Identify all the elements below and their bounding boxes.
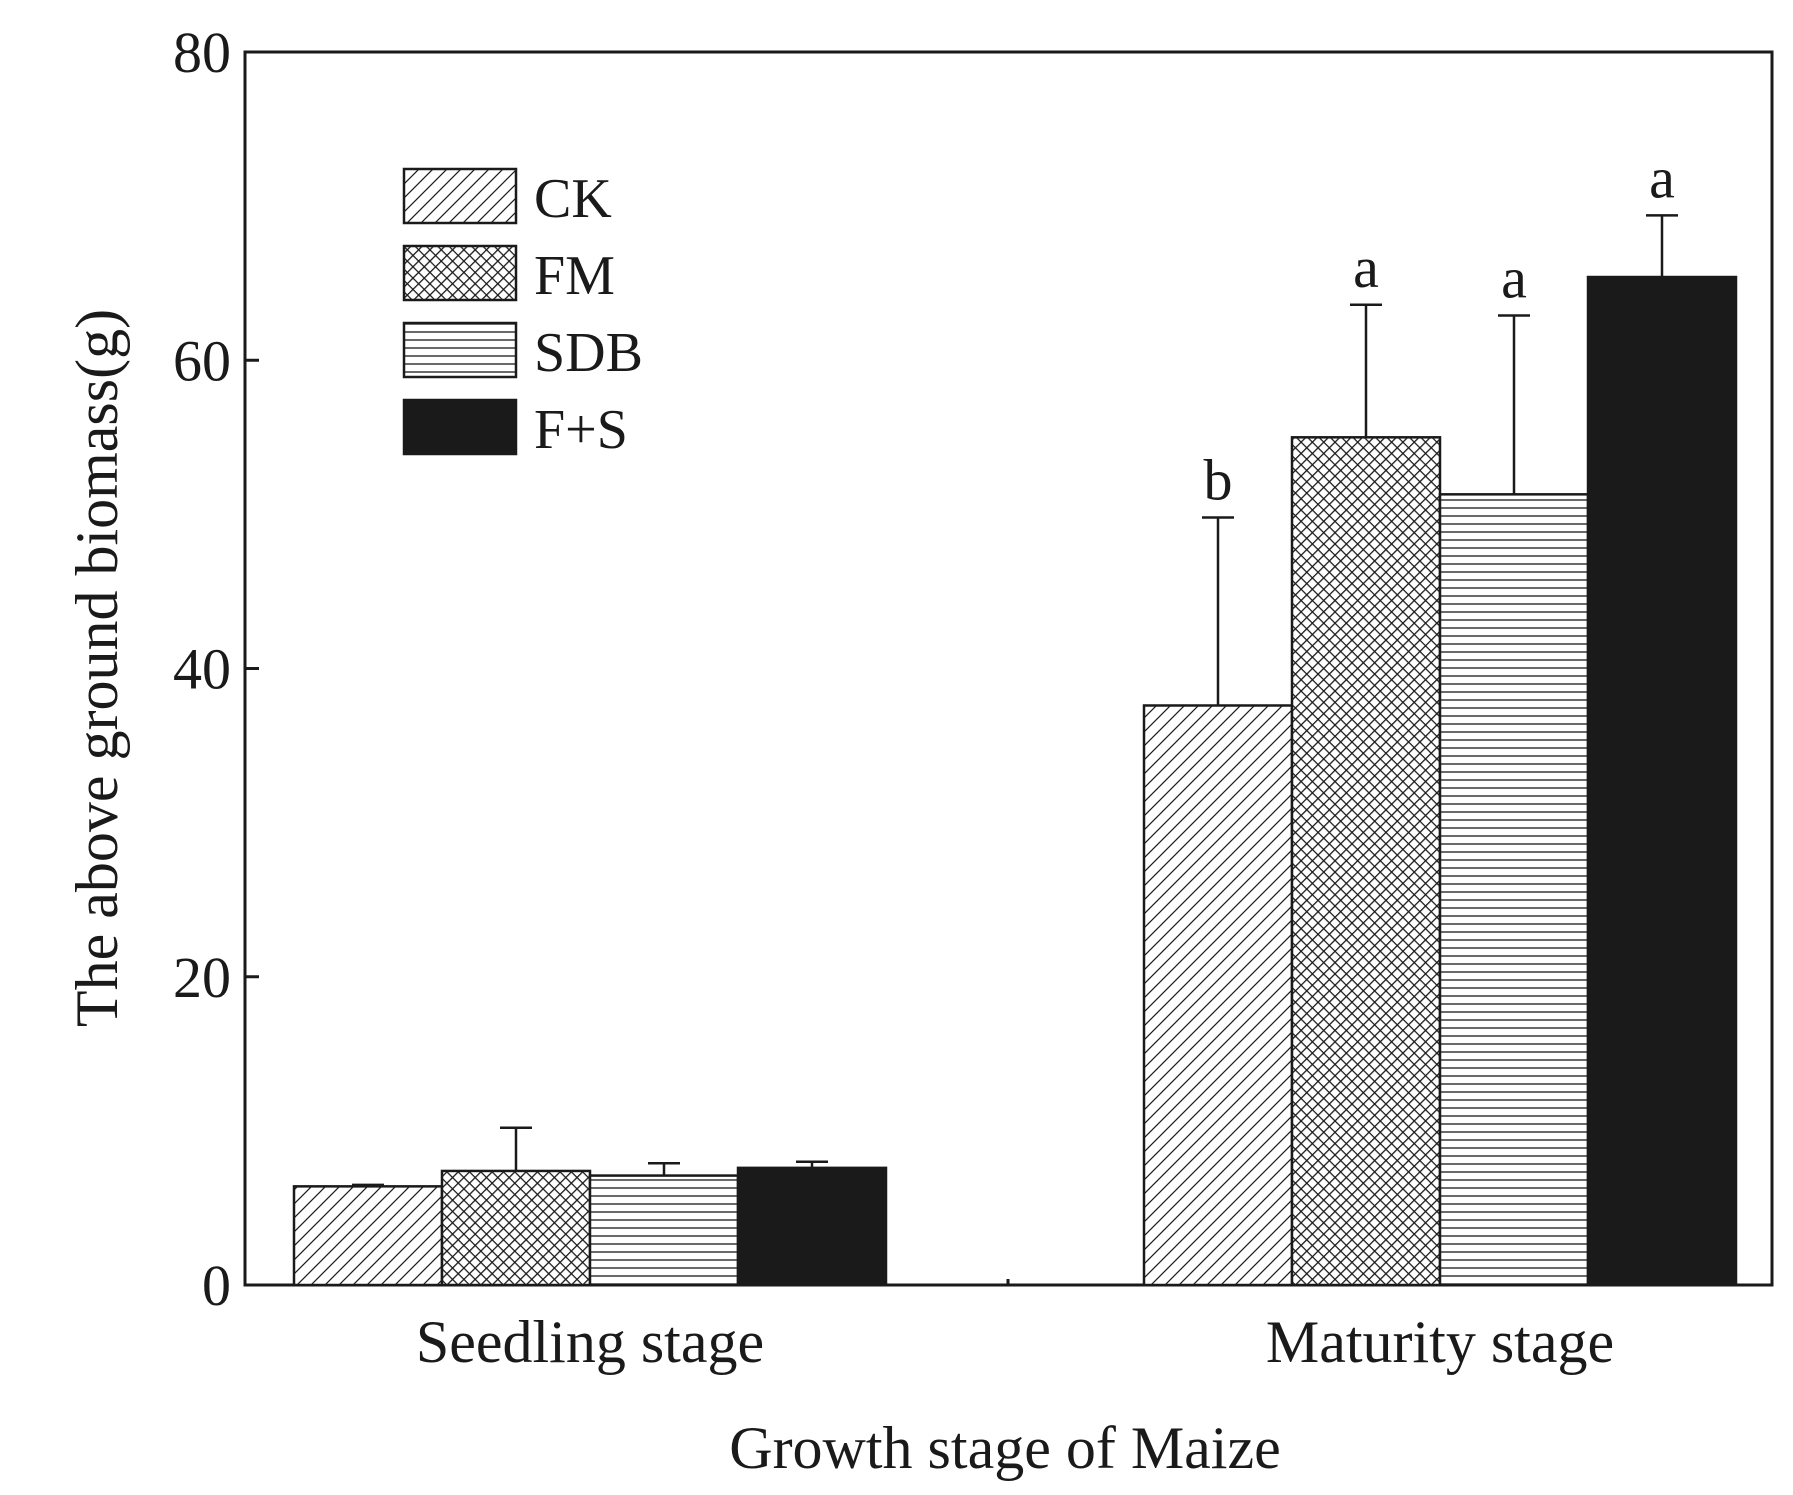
bar-ck-0 [292, 1185, 444, 1287]
legend: CK FM SDB F+S [402, 167, 643, 461]
significance-letter: a [1649, 145, 1675, 210]
y-tick-label: 0 [202, 1253, 231, 1318]
y-tick-label: 40 [173, 637, 231, 702]
y-axis: 0 20 40 60 80 [173, 20, 259, 1318]
significance-letter: a [1353, 235, 1379, 300]
legend-swatch [402, 167, 518, 225]
legend-label: F+S [534, 399, 628, 461]
significance-letter: a [1501, 246, 1527, 311]
x-tick-label: Seedling stage [416, 1309, 764, 1375]
y-tick-label: 60 [173, 328, 231, 393]
bar-sdb-1 [1438, 493, 1590, 1287]
x-axis-label: Growth stage of Maize [729, 1415, 1280, 1481]
legend-label: FM [534, 245, 615, 307]
legend-swatch [402, 244, 518, 302]
significance-letter: b [1204, 447, 1233, 512]
legend-label: CK [534, 168, 612, 230]
bar-sdb-0 [588, 1174, 740, 1287]
bars: b a a a [292, 145, 1738, 1287]
legend-swatch [402, 398, 518, 456]
bar-f-plus-s-1 [1586, 275, 1738, 1287]
legend-label: SDB [534, 322, 643, 384]
y-axis-label: The above ground biomass(g) [64, 309, 130, 1027]
bar-fm-0 [440, 1169, 592, 1287]
bar-f-plus-s-0 [736, 1166, 888, 1287]
x-tick-label: Maturity stage [1266, 1309, 1614, 1375]
bar-ck-1 [1142, 704, 1294, 1287]
x-axis: Seedling stage Maturity stage [416, 1279, 1614, 1375]
legend-swatch [402, 321, 518, 379]
bar-fm-1 [1290, 436, 1442, 1287]
y-tick-label: 20 [173, 945, 231, 1010]
y-tick-label: 80 [173, 20, 231, 85]
